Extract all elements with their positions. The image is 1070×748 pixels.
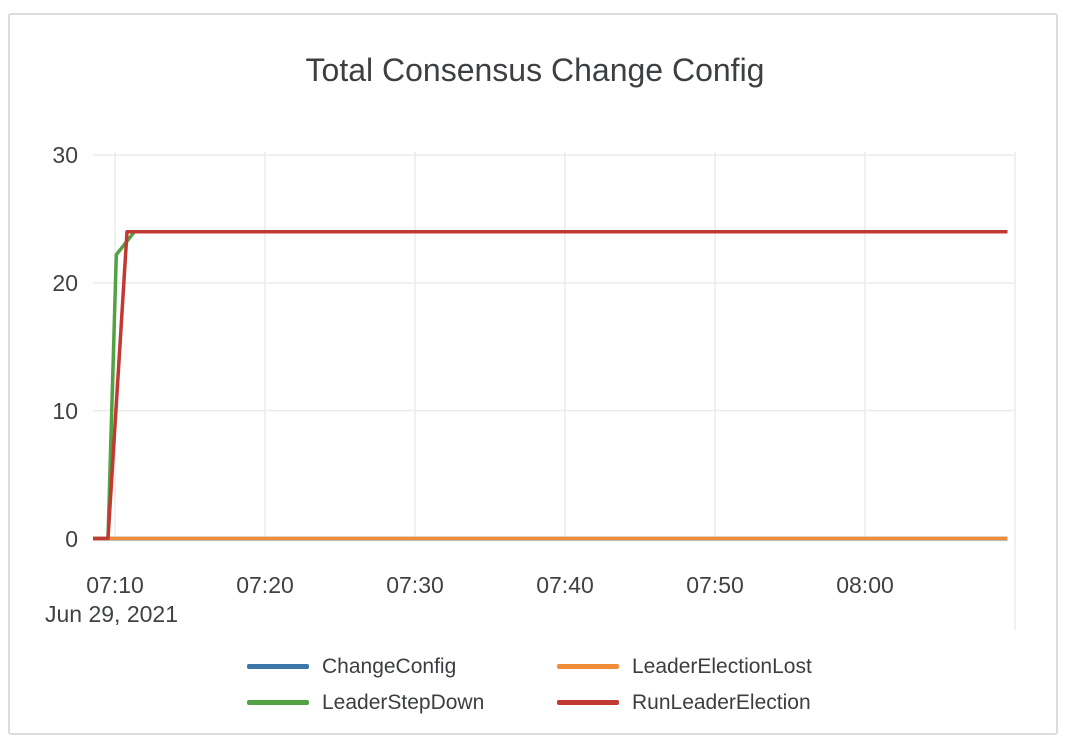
x-tick-label-07:40: 07:40 <box>536 572 594 598</box>
legend-item-LeaderElectionLost[interactable]: LeaderElectionLost <box>557 653 812 680</box>
series-line-RunLeaderElection <box>93 229 1008 541</box>
x-tick-label-08:00: 08:00 <box>836 572 894 598</box>
legend-item-RunLeaderElection[interactable]: RunLeaderElection <box>557 689 812 716</box>
legend-item-ChangeConfig[interactable]: ChangeConfig <box>247 653 557 680</box>
x-tick-label-07:10: 07:10 <box>86 572 144 598</box>
y-tick-label-10: 10 <box>52 397 78 424</box>
y-tick-label-30: 30 <box>52 142 78 168</box>
legend-label: LeaderStepDown <box>322 691 485 714</box>
y-tick-label-0: 0 <box>65 525 78 552</box>
chart-legend: ChangeConfig LeaderElectionLost LeaderStep… <box>247 653 812 716</box>
legend-swatch-RunLeaderElection <box>557 700 619 705</box>
legend-label: LeaderElectionLost <box>632 655 812 678</box>
legend-swatch-LeaderElectionLost <box>557 664 619 669</box>
x-tick-label-07:30: 07:30 <box>386 572 444 598</box>
x-tick-label-07:50: 07:50 <box>686 572 744 598</box>
legend-label: ChangeConfig <box>322 655 457 678</box>
legend-swatch-ChangeConfig <box>247 664 309 669</box>
legend-label: RunLeaderElection <box>632 691 811 714</box>
legend-item-LeaderStepDown[interactable]: LeaderStepDown <box>247 689 557 716</box>
x-tick-label-07:20: 07:20 <box>236 572 294 598</box>
chart-title: Total Consensus Change Config <box>305 52 765 88</box>
x-axis-date-label: Jun 29, 2021 <box>45 601 179 627</box>
legend-swatch-LeaderStepDown <box>247 700 309 705</box>
y-tick-label-20: 20 <box>52 269 78 296</box>
series-line-LeaderStepDown <box>93 229 1008 541</box>
